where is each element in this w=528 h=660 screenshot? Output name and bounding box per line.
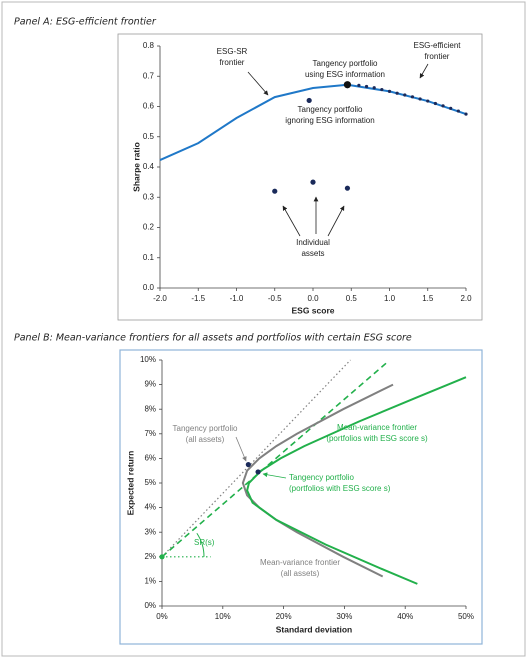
annotation: (all assets) [186, 435, 225, 444]
frontier-marker [418, 97, 422, 101]
y-tick-label: 0.0 [143, 283, 155, 292]
annotation-arrow [262, 472, 287, 479]
annotation: ignoring ESG information [285, 116, 374, 125]
point [344, 185, 351, 191]
panel-title: Panel A: ESG-efficient frontier [14, 17, 157, 28]
x-axis-label: ESG score [292, 305, 335, 315]
y-axis-label: Sharpe ratio [131, 142, 141, 192]
series-line [161, 359, 351, 558]
frontier-marker [357, 83, 361, 87]
annotation: Tangency portfolio [173, 424, 238, 433]
annotation: frontier [425, 52, 450, 61]
x-axis-label: Standard deviation [276, 624, 353, 634]
x-tick-label: 1.0 [384, 294, 396, 303]
y-tick-label: 9% [144, 380, 156, 389]
annotation: Mean-variance frontier [260, 558, 340, 567]
series-line [246, 376, 467, 585]
y-tick-label: 1% [144, 577, 156, 586]
y-tick-label: 0.8 [143, 41, 155, 50]
annotation: (all assets) [281, 569, 320, 578]
point [343, 81, 352, 89]
y-tick-label: 0.1 [143, 253, 155, 262]
frontier-marker [449, 106, 453, 110]
y-tick-label: 7% [144, 429, 156, 438]
x-tick-label: 10% [215, 612, 231, 621]
annotation: frontier [220, 58, 245, 67]
point [272, 188, 278, 194]
x-tick-label: 20% [276, 612, 292, 621]
y-tick-label: 0.5 [143, 132, 155, 141]
point [245, 461, 251, 468]
y-tick-label: 0.6 [143, 102, 155, 111]
y-tick-label: 2% [144, 552, 156, 561]
annotation: (portfolios with ESG score s) [289, 484, 391, 493]
x-tick-label: 2.0 [460, 294, 472, 303]
y-tick-label: 6% [144, 454, 156, 463]
frontier-marker [441, 104, 445, 108]
sr-arc [196, 533, 205, 557]
y-tick-label: 0% [144, 601, 156, 610]
point [306, 97, 312, 104]
series-line [241, 383, 394, 578]
point [255, 469, 261, 475]
frontier-marker [372, 86, 376, 90]
x-tick-label: -0.5 [268, 294, 282, 303]
frontier-marker [364, 84, 369, 89]
x-tick-label: 1.5 [422, 294, 434, 303]
y-tick-label: 8% [144, 404, 156, 413]
annotation: Individual [296, 238, 330, 247]
x-tick-label: 30% [336, 612, 352, 621]
frontier-marker [387, 89, 392, 93]
x-tick-label: -1.0 [230, 294, 244, 303]
annotation: ESG-SR [217, 47, 248, 56]
y-tick-label: 4% [144, 503, 156, 512]
annotation: ESG-efficient [414, 41, 462, 50]
annotation-arrow [419, 63, 429, 79]
series-line [159, 83, 467, 161]
point [159, 554, 165, 560]
annotation-arrow [327, 205, 345, 237]
annotation: Mean-variance frontier [337, 423, 417, 432]
x-tick-label: 0.5 [346, 294, 358, 303]
y-tick-label: 0.4 [143, 162, 155, 171]
frontier-marker [410, 95, 415, 99]
annotation: (portfolios with ESG score s) [326, 434, 428, 443]
x-tick-label: 0.0 [307, 294, 319, 303]
annotation: assets [301, 249, 324, 258]
y-tick-label: 0.7 [143, 71, 155, 80]
frontier-marker [395, 91, 399, 95]
y-axis-label: Expected return [125, 451, 135, 516]
x-tick-label: -1.5 [191, 294, 205, 303]
annotation: SR(s) [194, 538, 215, 547]
y-tick-label: 10% [140, 355, 156, 364]
series-line [161, 361, 388, 558]
frontier-marker [403, 93, 407, 97]
annotation-arrow [282, 205, 301, 237]
frontier-marker [426, 99, 430, 103]
y-tick-label: 0.2 [143, 223, 155, 232]
annotation: using ESG information [305, 70, 385, 79]
panel-a-box [117, 33, 483, 321]
point [310, 179, 316, 185]
x-tick-label: -2.0 [153, 294, 167, 303]
x-tick-label: 40% [397, 612, 413, 621]
annotation: Tangency portfolio [289, 473, 354, 482]
frontier-marker [433, 101, 437, 106]
x-tick-label: 50% [458, 612, 474, 621]
annotation-arrow [247, 71, 269, 96]
x-tick-label: 0% [156, 612, 168, 621]
panel-b-box [119, 349, 483, 645]
panel-title: Panel B: Mean-variance frontiers for all… [14, 333, 412, 344]
frontier-marker [456, 109, 460, 113]
annotation: Tangency portfolio [298, 105, 363, 114]
annotation: Tangency portfolio [313, 59, 378, 68]
annotation-arrow [235, 436, 247, 462]
y-tick-label: 5% [144, 478, 156, 487]
y-tick-label: 0.3 [143, 192, 155, 201]
y-tick-label: 3% [144, 527, 156, 536]
frontier-marker [464, 112, 468, 116]
frontier-marker [380, 87, 384, 92]
